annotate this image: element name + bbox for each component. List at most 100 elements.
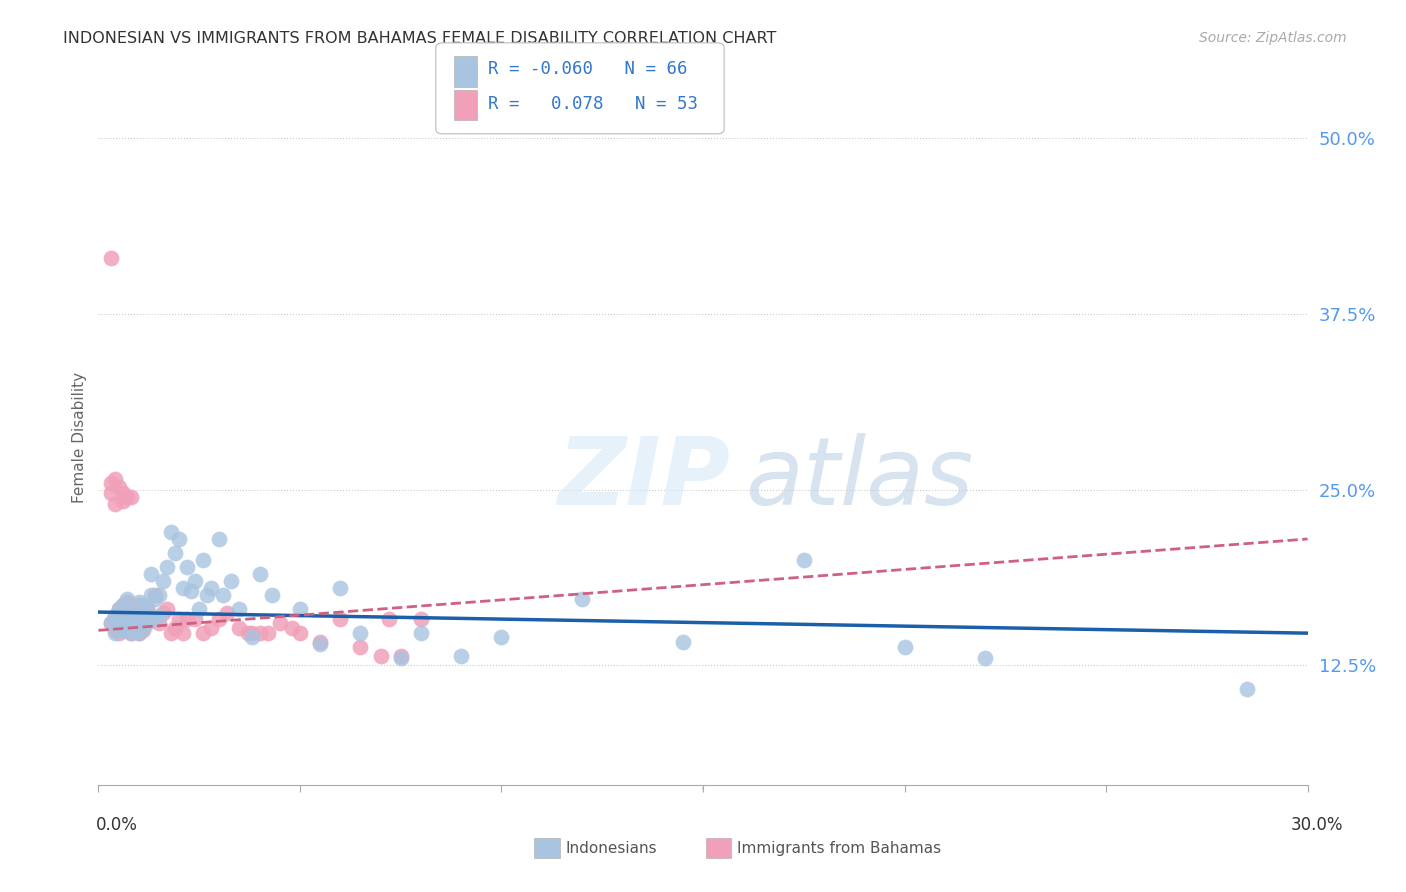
Point [115,605,138,619]
Point [128,595,150,609]
Point [111,598,134,612]
Point [143,592,166,607]
Point [107,602,129,616]
Point [160,626,183,640]
Point [793,553,815,567]
Point [124,621,146,635]
Point [893,640,915,655]
Point [249,626,271,640]
Point [111,598,134,612]
Point [115,595,138,609]
Point [124,609,146,624]
Point [193,626,215,640]
Point [184,612,207,626]
Point [100,251,122,265]
Point [172,581,194,595]
Text: Indonesians: Indonesians [565,841,657,855]
Point [1236,682,1258,697]
Point [107,480,129,494]
Point [389,648,412,663]
Point [139,567,162,582]
Point [139,612,162,626]
Point [167,612,190,626]
Point [156,560,179,574]
Point [120,490,142,504]
Point [349,640,371,655]
Point [115,592,138,607]
Point [176,560,198,574]
Text: ZIP: ZIP [558,433,731,524]
Point [329,612,352,626]
Point [111,485,134,500]
Point [491,631,513,645]
Point [370,648,392,663]
Point [111,609,134,624]
Point [208,612,231,626]
Point [409,626,432,640]
Point [195,588,218,602]
Point [188,602,211,616]
Text: 30.0%: 30.0% [1291,816,1343,834]
Point [128,626,150,640]
Point [107,626,129,640]
Point [389,651,412,665]
Point [240,626,263,640]
Point [309,637,332,651]
Point [111,624,134,638]
Point [163,621,186,635]
Point [236,626,259,640]
Point [249,567,271,582]
Point [409,612,432,626]
Point [148,588,170,602]
Point [120,612,142,626]
Point [288,602,311,616]
Point [115,616,138,631]
Point [163,546,186,560]
Point [111,624,134,638]
Point [120,607,142,621]
Point [172,626,194,640]
Point [156,602,179,616]
Point [124,621,146,635]
Point [100,475,122,490]
Text: Source: ZipAtlas.com: Source: ZipAtlas.com [1199,31,1347,45]
Point [228,621,250,635]
Y-axis label: Female Disability: Female Disability [72,371,87,503]
Point [221,574,243,589]
Point [132,624,155,638]
Point [115,616,138,631]
Point [269,616,291,631]
Point [132,621,155,635]
Point [103,624,125,638]
Point [100,616,122,631]
Point [193,553,215,567]
Point [132,607,155,621]
Point [152,607,174,621]
Point [135,616,157,631]
Point [103,609,125,624]
Text: 0.0%: 0.0% [96,816,138,834]
Point [103,497,125,511]
Point [184,574,207,589]
Point [128,607,150,621]
Point [256,626,278,640]
Point [200,581,222,595]
Point [148,609,170,624]
Point [571,592,593,607]
Point [107,612,129,626]
Point [135,602,157,616]
Point [115,607,138,621]
Point [128,626,150,640]
Point [120,626,142,640]
Point [180,584,202,599]
Point [132,598,155,612]
Point [103,471,125,485]
Text: R = -0.060   N = 66: R = -0.060 N = 66 [488,60,688,78]
Point [260,588,283,602]
Point [103,609,125,624]
Point [135,602,157,616]
Point [160,524,183,539]
Text: R =   0.078   N = 53: R = 0.078 N = 53 [488,95,697,113]
Point [111,612,134,626]
Point [208,532,231,546]
